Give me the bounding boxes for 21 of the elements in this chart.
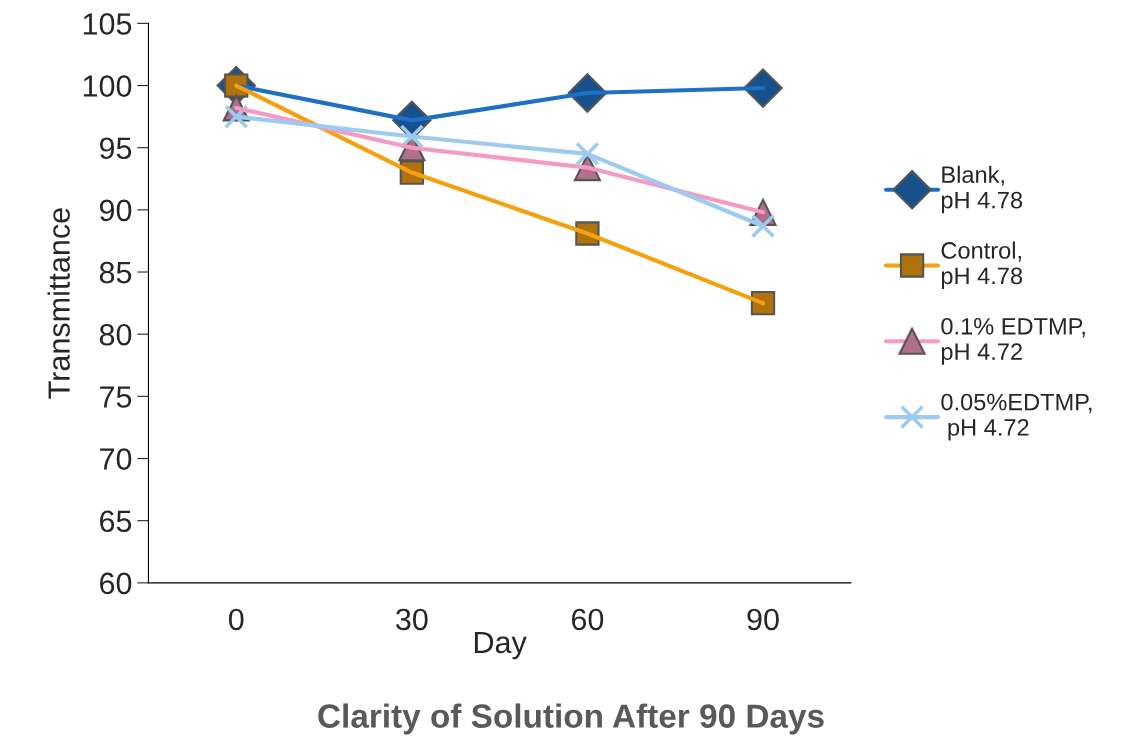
y-tick-label: 70 — [100, 448, 132, 470]
legend-label: 0.05%EDTMP, pH 4.72 — [941, 393, 1092, 441]
y-tick-label: 80 — [99, 323, 132, 346]
x-tick-label: 60 — [571, 608, 604, 631]
x-tick-label: 90 — [747, 608, 779, 631]
legend-label: Control, pH 4.78 — [941, 241, 1023, 289]
y-tick-label: 100 — [83, 75, 132, 97]
legend-label: 0.1% EDTMP, pH 4.72 — [941, 317, 1085, 365]
y-tick-label: 60 — [100, 572, 132, 595]
legend-label: Blank, pH 4.78 — [941, 165, 1023, 214]
y-axis-title: Transmittance — [47, 208, 70, 399]
text: Clarity of Solution After 90 Days — [318, 703, 824, 735]
y-tick-label: 95 — [99, 137, 132, 160]
y-tick-label: 85 — [99, 261, 132, 284]
x-tick-label: 30 — [396, 608, 428, 631]
y-tick-label: 105 — [83, 13, 132, 35]
x-axis-title: Day — [474, 631, 527, 660]
y-tick-label: 90 — [99, 199, 132, 222]
x-tick-label: 0 — [228, 608, 244, 631]
y-tick-label: 75 — [100, 386, 132, 408]
y-tick-label: 65 — [100, 510, 132, 533]
